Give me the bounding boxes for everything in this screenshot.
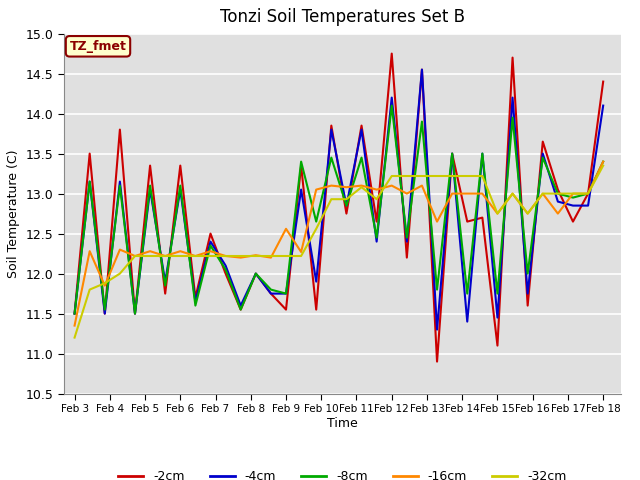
- X-axis label: Time: Time: [327, 417, 358, 430]
- Text: TZ_fmet: TZ_fmet: [70, 40, 127, 53]
- Y-axis label: Soil Temperature (C): Soil Temperature (C): [7, 149, 20, 278]
- Legend: -2cm, -4cm, -8cm, -16cm, -32cm: -2cm, -4cm, -8cm, -16cm, -32cm: [113, 465, 572, 480]
- Title: Tonzi Soil Temperatures Set B: Tonzi Soil Temperatures Set B: [220, 9, 465, 26]
